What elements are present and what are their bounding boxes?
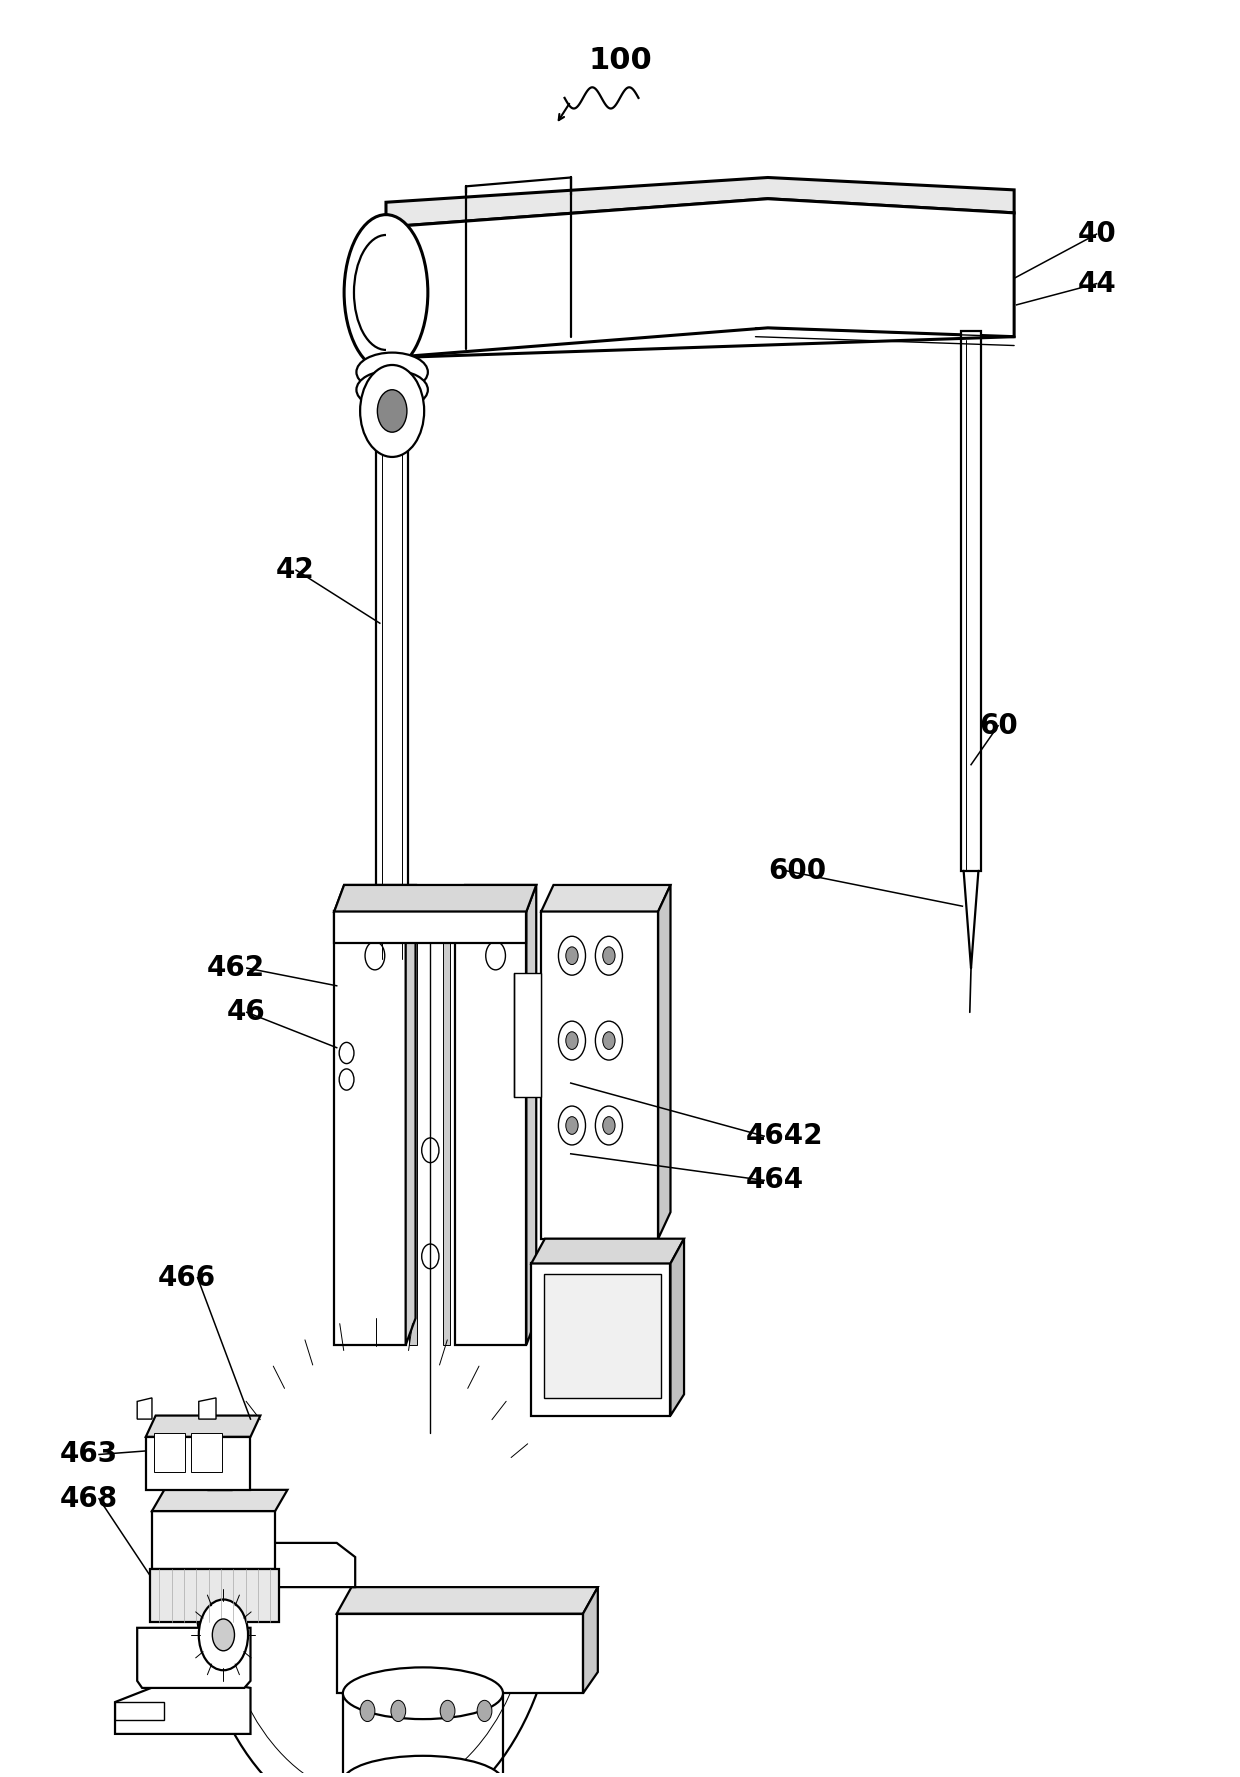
Circle shape	[212, 1619, 234, 1651]
Circle shape	[377, 389, 407, 432]
Ellipse shape	[356, 352, 428, 391]
Text: 60: 60	[980, 713, 1018, 739]
Polygon shape	[405, 885, 415, 1345]
Polygon shape	[386, 199, 1014, 357]
Polygon shape	[198, 1398, 216, 1420]
Bar	[376, 428, 408, 960]
Bar	[335, 912, 527, 944]
Polygon shape	[146, 1416, 260, 1438]
Circle shape	[198, 1599, 248, 1670]
Polygon shape	[541, 885, 671, 912]
Circle shape	[603, 1032, 615, 1050]
Text: 44: 44	[1078, 270, 1117, 297]
Text: 466: 466	[157, 1263, 216, 1292]
Circle shape	[595, 936, 622, 976]
Circle shape	[565, 947, 578, 965]
Circle shape	[391, 1701, 405, 1722]
Circle shape	[360, 1701, 374, 1722]
Polygon shape	[250, 1542, 355, 1587]
Ellipse shape	[343, 1667, 503, 1718]
Text: 40: 40	[1078, 220, 1117, 249]
Polygon shape	[455, 885, 536, 912]
Circle shape	[595, 1022, 622, 1061]
Polygon shape	[583, 1587, 598, 1693]
Text: 464: 464	[745, 1166, 804, 1194]
Text: 462: 462	[207, 954, 265, 983]
Bar	[443, 938, 450, 1345]
Text: 100: 100	[588, 46, 652, 75]
Polygon shape	[671, 1239, 684, 1416]
Polygon shape	[153, 1489, 288, 1510]
Bar	[543, 1274, 661, 1398]
Circle shape	[595, 1105, 622, 1144]
Polygon shape	[658, 885, 671, 1239]
Polygon shape	[337, 1587, 598, 1614]
Text: 463: 463	[60, 1441, 118, 1468]
Bar	[191, 1434, 222, 1471]
Polygon shape	[515, 974, 541, 1096]
Bar	[150, 1569, 279, 1622]
Text: 46: 46	[227, 999, 265, 1027]
Text: 600: 600	[768, 857, 826, 885]
Circle shape	[565, 1032, 578, 1050]
Polygon shape	[386, 178, 1014, 227]
Ellipse shape	[343, 1756, 503, 1777]
Polygon shape	[455, 912, 527, 1345]
Text: 42: 42	[275, 556, 315, 585]
Ellipse shape	[356, 370, 428, 409]
Circle shape	[477, 1701, 492, 1722]
Bar	[115, 1702, 164, 1720]
Polygon shape	[541, 912, 658, 1239]
Polygon shape	[335, 885, 415, 912]
Bar	[155, 1434, 185, 1471]
Polygon shape	[146, 1438, 250, 1489]
Polygon shape	[115, 1676, 250, 1734]
Circle shape	[558, 1105, 585, 1144]
Polygon shape	[531, 1263, 671, 1416]
Circle shape	[558, 1022, 585, 1061]
Text: 4642: 4642	[745, 1121, 823, 1150]
Polygon shape	[207, 1462, 232, 1489]
Circle shape	[565, 1116, 578, 1134]
Polygon shape	[138, 1628, 250, 1688]
Polygon shape	[527, 885, 536, 1345]
Circle shape	[603, 947, 615, 965]
Polygon shape	[138, 1398, 153, 1420]
Circle shape	[603, 1116, 615, 1134]
Polygon shape	[335, 912, 405, 1345]
Polygon shape	[531, 1239, 684, 1263]
Circle shape	[360, 364, 424, 457]
Bar	[409, 938, 417, 1345]
Polygon shape	[335, 885, 536, 912]
Bar	[961, 331, 981, 871]
Circle shape	[558, 936, 585, 976]
Circle shape	[440, 1701, 455, 1722]
Ellipse shape	[345, 215, 428, 370]
Text: 468: 468	[60, 1486, 118, 1512]
Polygon shape	[337, 1614, 583, 1693]
Polygon shape	[153, 1510, 275, 1569]
